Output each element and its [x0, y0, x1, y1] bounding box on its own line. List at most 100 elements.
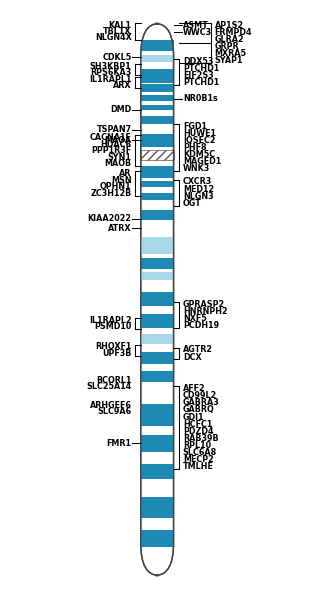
Text: IL1RAPL1: IL1RAPL1 [89, 75, 132, 84]
Text: HCFC1: HCFC1 [183, 420, 212, 429]
Bar [141, 237, 174, 254]
Text: AP1S2: AP1S2 [215, 21, 244, 30]
Bar [141, 134, 174, 147]
Text: AGTR2: AGTR2 [183, 346, 213, 355]
Text: WNK3: WNK3 [183, 165, 210, 174]
Text: UPF3B: UPF3B [102, 349, 132, 358]
Text: NXF5: NXF5 [183, 314, 206, 323]
Text: HNRNPH2: HNRNPH2 [183, 307, 227, 316]
Text: SYAP1: SYAP1 [215, 56, 243, 65]
Bar [141, 334, 174, 344]
Text: SH3KBP1: SH3KBP1 [90, 62, 132, 71]
Text: IQSEC2: IQSEC2 [183, 136, 215, 145]
Text: RHOXF1: RHOXF1 [95, 343, 132, 352]
Bar [141, 530, 174, 547]
Text: KDM5C: KDM5C [183, 150, 215, 159]
Text: MSN: MSN [111, 176, 132, 184]
Text: ARHGEF6: ARHGEF6 [90, 401, 132, 410]
Bar [141, 167, 174, 177]
Text: NLGN3: NLGN3 [183, 192, 213, 201]
Bar [141, 105, 174, 110]
Text: DDX53: DDX53 [183, 57, 213, 66]
Bar [141, 40, 174, 51]
Bar [141, 464, 174, 479]
FancyBboxPatch shape [141, 23, 174, 576]
Text: OPHN1: OPHN1 [100, 182, 132, 191]
Bar [141, 181, 174, 187]
Text: WWC3: WWC3 [183, 28, 212, 37]
Bar [141, 69, 174, 83]
Text: AR: AR [119, 169, 132, 178]
Text: TSPAN7: TSPAN7 [97, 125, 132, 134]
Bar [141, 84, 174, 92]
Text: DCX: DCX [183, 353, 201, 362]
Text: NLGN4X: NLGN4X [95, 33, 132, 42]
Text: SLC25A14: SLC25A14 [86, 382, 132, 391]
Bar [141, 371, 174, 382]
Text: GABRA3: GABRA3 [183, 398, 219, 407]
Text: FMR1: FMR1 [107, 438, 132, 447]
Text: GDI1: GDI1 [183, 413, 204, 422]
Text: PCDH19: PCDH19 [183, 321, 219, 330]
Text: ZC3H12B: ZC3H12B [90, 189, 132, 198]
Text: CDKL5: CDKL5 [102, 53, 132, 62]
Text: GRPR: GRPR [215, 42, 239, 51]
Text: MECP2: MECP2 [183, 455, 213, 464]
Text: MAOB: MAOB [105, 159, 132, 168]
Text: GPRASP2: GPRASP2 [183, 300, 225, 308]
Text: GLRA2: GLRA2 [215, 35, 244, 44]
Text: RAB39B: RAB39B [183, 434, 218, 443]
Text: GABRQ: GABRQ [183, 406, 214, 415]
Text: TBL1X: TBL1X [103, 27, 132, 36]
Bar [141, 292, 174, 305]
Text: CD99L2: CD99L2 [183, 391, 217, 400]
Text: PSMD10: PSMD10 [94, 322, 132, 331]
Text: RPS6KA3: RPS6KA3 [90, 68, 132, 77]
Text: EIF2S3: EIF2S3 [183, 71, 213, 80]
Bar [141, 55, 174, 62]
Text: PHF8: PHF8 [183, 143, 206, 152]
Text: MXRA5: MXRA5 [215, 49, 246, 58]
Text: HDAC6: HDAC6 [101, 140, 132, 149]
Bar [141, 352, 174, 364]
Text: SYN1: SYN1 [108, 153, 132, 162]
Text: SLC6A8: SLC6A8 [183, 448, 217, 457]
Text: HUWE1: HUWE1 [183, 129, 216, 138]
Text: PDZD4: PDZD4 [183, 426, 213, 435]
Text: TMLHE: TMLHE [183, 462, 214, 471]
Text: MED12: MED12 [183, 184, 214, 193]
Text: KIAA2022: KIAA2022 [88, 214, 132, 223]
Text: ARX: ARX [113, 81, 132, 90]
Bar [141, 258, 174, 268]
Bar [141, 193, 174, 199]
Bar [141, 95, 174, 101]
Text: IL1RAPL2: IL1RAPL2 [89, 316, 132, 325]
Text: PTCHD1: PTCHD1 [183, 64, 219, 73]
Text: MAGED1: MAGED1 [183, 158, 221, 167]
Text: PTCHD1: PTCHD1 [183, 78, 219, 87]
Bar [141, 116, 174, 124]
Text: AFF2: AFF2 [183, 384, 205, 393]
Text: MAOA: MAOA [105, 136, 132, 145]
Text: OGT: OGT [183, 199, 201, 208]
Text: CXCR3: CXCR3 [183, 177, 212, 186]
Text: ASMT: ASMT [183, 21, 208, 30]
Text: KAL1: KAL1 [109, 21, 132, 30]
Text: DMD: DMD [110, 105, 132, 114]
Bar [141, 210, 174, 220]
Text: PPP1R3F: PPP1R3F [92, 146, 132, 155]
Bar [141, 435, 174, 452]
Bar [141, 273, 174, 280]
Bar [141, 150, 174, 161]
Text: FRMPD4: FRMPD4 [215, 28, 252, 37]
Text: FGD1: FGD1 [183, 122, 207, 131]
Text: CACNA1F: CACNA1F [90, 133, 132, 142]
Text: SLC9A6: SLC9A6 [98, 407, 132, 416]
Text: RPL10: RPL10 [183, 441, 211, 450]
Text: BCORL1: BCORL1 [96, 376, 132, 385]
Text: ATRX: ATRX [108, 224, 132, 233]
Bar [141, 497, 174, 518]
Bar [141, 404, 174, 426]
Bar [141, 314, 174, 328]
Text: NR0B1s: NR0B1s [183, 95, 217, 104]
